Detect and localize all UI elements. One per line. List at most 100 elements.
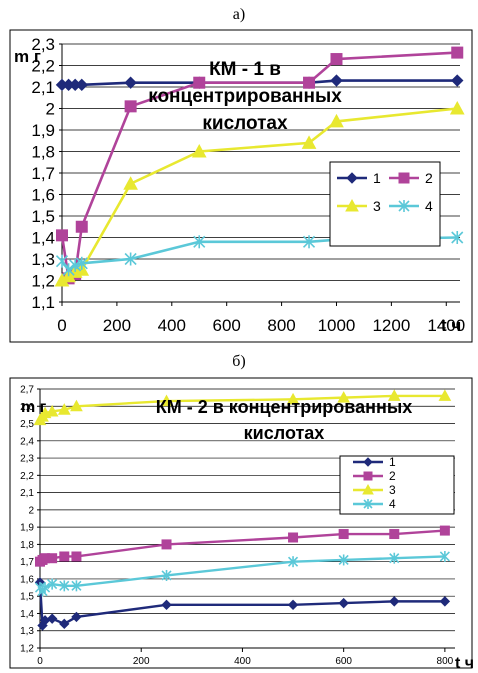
legend-marker-4 — [398, 200, 410, 212]
y-tick-label: 2,7 — [20, 385, 34, 396]
data-point-4 — [193, 235, 206, 249]
y-tick-label: 1,5 — [31, 207, 55, 226]
data-point-3 — [45, 404, 59, 417]
data-point-1 — [338, 597, 349, 609]
data-point-2 — [71, 551, 82, 562]
data-point-1 — [71, 611, 82, 623]
legend-box — [329, 161, 441, 247]
y-tick-label: 1,3 — [31, 250, 55, 269]
data-point-4 — [55, 254, 69, 268]
x-tick-label: 200 — [103, 316, 131, 335]
data-point-4 — [302, 235, 316, 249]
data-point-4 — [71, 580, 82, 592]
data-point-2 — [303, 76, 316, 89]
data-point-4 — [59, 580, 70, 592]
data-point-1 — [46, 613, 58, 624]
y-tick-label: 2,1 — [20, 488, 34, 499]
data-point-3 — [191, 143, 207, 158]
y-tick-label: 2,3 — [20, 454, 34, 465]
data-point-2 — [439, 525, 450, 536]
data-point-3 — [160, 394, 173, 407]
legend-label-1: 1 — [389, 455, 396, 469]
data-point-1 — [75, 78, 88, 92]
data-point-3 — [449, 100, 465, 115]
data-point-3 — [57, 403, 71, 415]
data-point-2 — [47, 553, 58, 564]
legend-marker-4 — [363, 499, 373, 509]
y-tick-label: 1,9 — [20, 523, 34, 534]
data-point-4 — [439, 550, 450, 562]
x-tick-label: 1400 — [427, 316, 465, 335]
y-tick-label: 1,7 — [20, 557, 34, 568]
y-tick-label: 1,7 — [31, 164, 55, 183]
data-point-4 — [124, 252, 137, 266]
x-axis-label: t ч — [441, 316, 461, 335]
data-point-3 — [387, 389, 401, 401]
data-point-3 — [123, 176, 138, 190]
legend-label-3: 3 — [389, 483, 396, 497]
x-tick-label: 400 — [234, 656, 251, 667]
legend-label-2: 2 — [389, 469, 396, 483]
data-point-2 — [451, 46, 464, 59]
y-tick-label: 2,1 — [31, 78, 55, 97]
y-tick-label: 1,1 — [31, 293, 55, 312]
data-point-2 — [193, 76, 206, 89]
data-point-3 — [438, 389, 452, 401]
y-tick-label: 1,4 — [20, 609, 34, 620]
y-tick-label: 1,4 — [31, 228, 55, 247]
y-tick-label: 1,8 — [31, 142, 55, 161]
y-tick-label: 2,3 — [31, 35, 55, 54]
panel-letter: б) — [232, 353, 245, 370]
data-point-2 — [124, 100, 137, 113]
y-tick-label: 1,9 — [31, 121, 55, 140]
x-tick-label: 1000 — [318, 316, 356, 335]
legend-label-4: 4 — [425, 198, 433, 214]
data-point-2 — [59, 551, 70, 562]
panel-letter: а) — [233, 6, 245, 23]
data-point-4 — [287, 556, 299, 568]
y-tick-label: 2,5 — [20, 419, 34, 430]
data-point-2 — [75, 220, 88, 233]
x-tick-label: 600 — [213, 316, 241, 335]
x-tick-label: 800 — [437, 656, 454, 667]
data-point-1 — [330, 74, 343, 87]
series-2 — [35, 525, 450, 567]
x-tick-label: 0 — [57, 316, 66, 335]
chart-title-line: кислотах — [244, 423, 325, 443]
y-tick-label: 1,6 — [20, 574, 34, 585]
data-point-3 — [286, 392, 300, 405]
y-tick-label: 2,4 — [20, 436, 34, 447]
x-tick-label: 800 — [267, 316, 295, 335]
legend-label-3: 3 — [373, 198, 381, 214]
x-tick-label: 0 — [37, 656, 43, 667]
y-tick-label: 1,2 — [31, 271, 55, 290]
data-point-4 — [75, 256, 88, 270]
data-point-4 — [389, 552, 400, 564]
x-tick-label: 400 — [158, 316, 186, 335]
chart-km1: а) 1,1 1,2 1,3 1,4 1,5 1,6 1,7 1,8 1,9 2 2,1 2,2 2,3 0… — [9, 6, 473, 343]
chart-frame — [9, 377, 473, 669]
chart-title-line: концентрированных — [148, 86, 342, 107]
legend-marker-1 — [346, 172, 358, 184]
y-tick-label: 1,6 — [31, 185, 55, 204]
x-tick-label: 200 — [133, 656, 150, 667]
legend-marker-3 — [362, 483, 374, 495]
y-tick-label: 2 — [28, 505, 34, 516]
data-point-4 — [39, 582, 51, 594]
data-point-1 — [451, 74, 464, 87]
data-point-4 — [338, 554, 349, 566]
data-point-2 — [330, 53, 343, 66]
data-point-4 — [62, 263, 75, 277]
chart-title-line: КМ - 1 в — [209, 59, 281, 80]
data-point-3 — [70, 399, 83, 412]
data-point-4 — [69, 258, 82, 272]
chart-title-line: КМ - 2 в концентрированных — [156, 397, 412, 417]
data-point-3 — [337, 391, 351, 403]
y-tick-label: 2,2 — [31, 56, 55, 75]
legend-marker-2 — [398, 172, 410, 184]
data-point-4 — [161, 569, 172, 581]
data-point-2 — [161, 539, 172, 550]
legend-marker-2 — [363, 471, 373, 481]
